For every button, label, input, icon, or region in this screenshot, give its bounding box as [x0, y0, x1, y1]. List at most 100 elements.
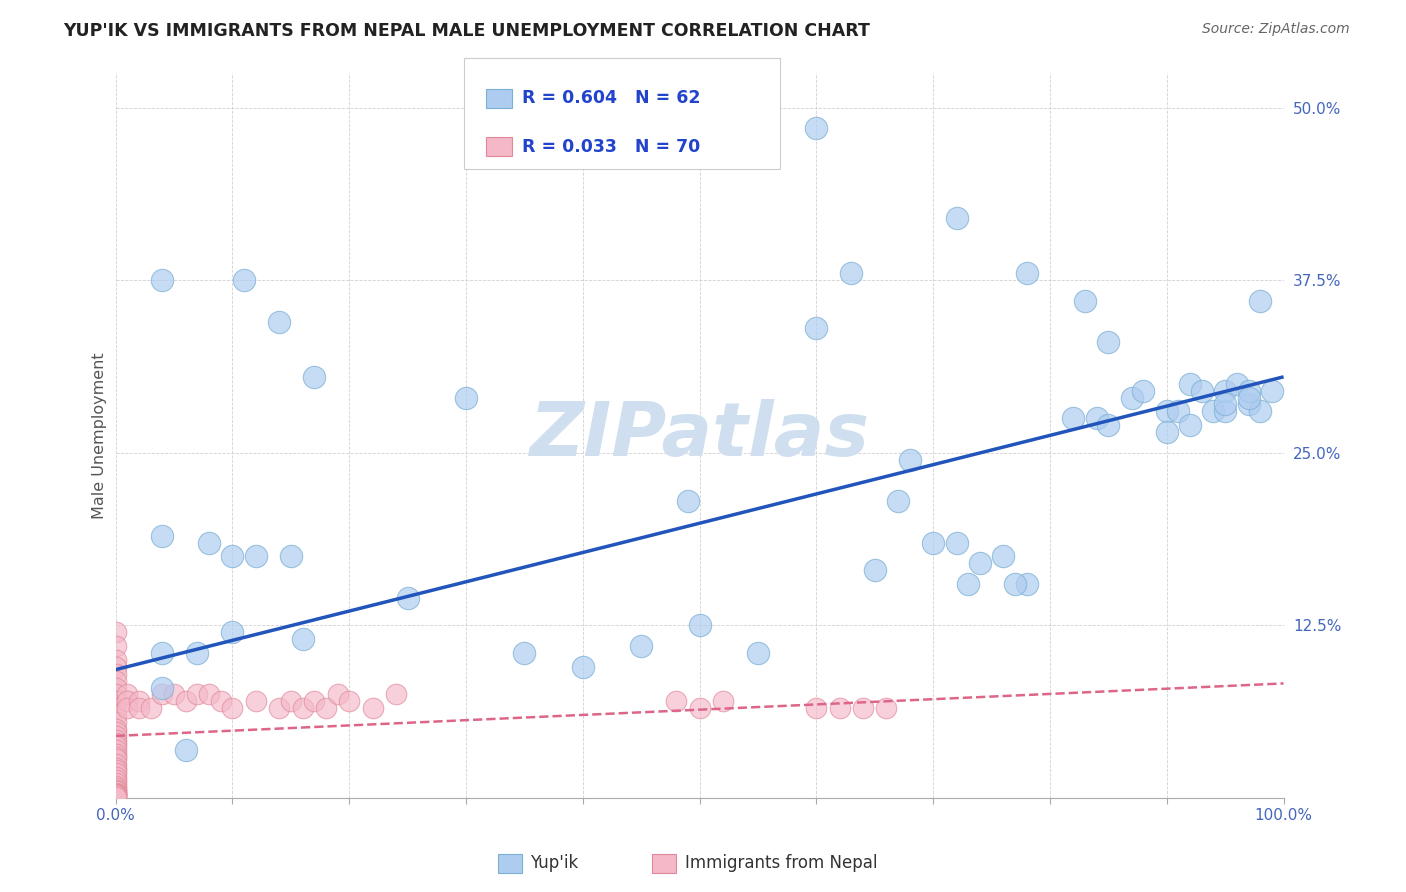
Point: [104, 736, 127, 750]
Point: [104, 666, 127, 681]
Point: [269, 315, 291, 329]
Text: R = 0.033   N = 70: R = 0.033 N = 70: [522, 137, 700, 155]
Point: [117, 688, 139, 702]
Point: [150, 688, 173, 702]
Point: [233, 273, 256, 287]
Point: [1156, 404, 1178, 418]
Point: [104, 787, 127, 801]
Point: [665, 694, 688, 708]
Point: [302, 694, 325, 708]
Point: [104, 739, 127, 753]
Point: [198, 535, 221, 549]
Point: [1178, 418, 1201, 433]
Point: [1015, 577, 1038, 591]
Point: [269, 701, 291, 715]
Point: [291, 701, 314, 715]
Point: [245, 694, 267, 708]
Point: [1097, 418, 1119, 433]
Point: [291, 632, 314, 647]
Point: [863, 563, 886, 577]
Point: [104, 779, 127, 793]
Point: [104, 747, 127, 761]
Point: [104, 742, 127, 756]
Point: [104, 781, 127, 796]
Text: ZIPatlas: ZIPatlas: [530, 399, 870, 472]
Point: [104, 776, 127, 790]
Point: [513, 646, 536, 660]
Point: [221, 625, 243, 640]
Point: [841, 266, 863, 280]
Point: [1213, 404, 1236, 418]
Point: [245, 549, 267, 564]
Point: [1213, 397, 1236, 411]
Point: [806, 321, 828, 335]
Point: [898, 452, 921, 467]
Point: [174, 694, 197, 708]
Point: [104, 789, 127, 804]
Point: [711, 694, 734, 708]
Point: [104, 770, 127, 784]
Point: [337, 694, 360, 708]
Point: [806, 121, 828, 136]
Point: [1249, 293, 1271, 308]
Point: [1178, 376, 1201, 391]
Point: [945, 211, 967, 225]
Point: [104, 708, 127, 723]
Point: [1237, 391, 1260, 405]
Text: Source: ZipAtlas.com: Source: ZipAtlas.com: [1202, 22, 1350, 37]
Point: [361, 701, 384, 715]
Point: [747, 646, 769, 660]
Point: [104, 625, 127, 640]
Point: [186, 688, 208, 702]
Point: [221, 701, 243, 715]
Point: [852, 701, 875, 715]
Point: [150, 529, 173, 543]
Point: [454, 391, 477, 405]
Point: [104, 701, 127, 715]
Point: [104, 694, 127, 708]
Point: [806, 701, 828, 715]
Point: [117, 694, 139, 708]
Point: [1156, 425, 1178, 439]
Point: [104, 761, 127, 775]
Point: [1004, 577, 1026, 591]
Point: [163, 688, 186, 702]
Point: [150, 681, 173, 695]
Point: [676, 494, 699, 508]
Point: [1132, 384, 1154, 398]
Point: [969, 556, 991, 570]
Point: [945, 535, 967, 549]
Point: [117, 701, 139, 715]
Point: [104, 639, 127, 653]
Text: R = 0.604   N = 62: R = 0.604 N = 62: [522, 89, 700, 107]
Point: [1097, 335, 1119, 350]
Point: [326, 688, 349, 702]
Text: Yup'ik: Yup'ik: [530, 855, 578, 872]
Point: [174, 742, 197, 756]
Point: [104, 756, 127, 771]
Point: [922, 535, 945, 549]
Point: [1202, 404, 1225, 418]
Point: [104, 729, 127, 743]
Point: [104, 673, 127, 688]
Point: [1085, 411, 1108, 425]
Point: [104, 782, 127, 797]
Point: [104, 688, 127, 702]
Point: [1167, 404, 1189, 418]
Point: [396, 591, 419, 605]
Point: [104, 722, 127, 736]
Point: [104, 660, 127, 674]
Point: [150, 646, 173, 660]
Point: [104, 784, 127, 798]
Point: [104, 733, 127, 747]
Point: [186, 646, 208, 660]
Point: [1121, 391, 1143, 405]
Point: [1237, 397, 1260, 411]
Point: [128, 701, 150, 715]
Point: [104, 715, 127, 730]
Point: [828, 701, 851, 715]
Text: Immigrants from Nepal: Immigrants from Nepal: [685, 855, 877, 872]
Point: [689, 701, 711, 715]
Point: [630, 639, 652, 653]
Point: [572, 660, 595, 674]
